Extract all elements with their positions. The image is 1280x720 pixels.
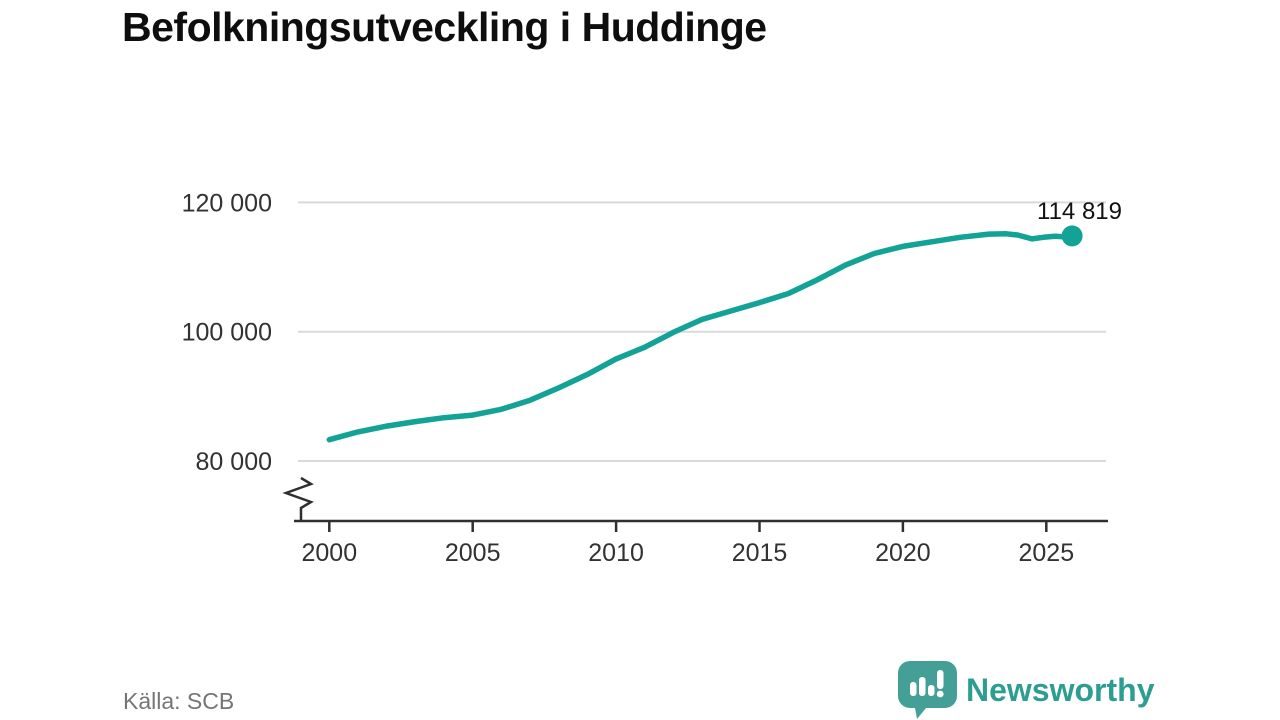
y-tick-label: 80 000 [196,448,272,476]
y-tick-label: 120 000 [182,189,272,217]
x-tick-label: 2010 [588,539,644,567]
latest-point-dot [1061,225,1083,247]
chart-title: Befolkningsutveckling i Huddinge [122,4,767,50]
speech-bubble-bar-chart-icon [898,661,957,719]
x-tick-label: 2000 [301,539,357,567]
x-tick-label: 2015 [732,539,788,567]
x-tick-label: 2005 [445,539,501,567]
x-tick-label: 2025 [1018,539,1074,567]
brand-name: Newsworthy [966,671,1155,708]
brand-logo: Newsworthy [896,660,1154,720]
population-line [326,231,1075,443]
x-tick-label: 2020 [875,539,931,567]
source-caption: Källa: SCB [123,688,235,714]
y-tick-label: 100 000 [182,319,272,347]
x-axis: 2000 2005 2010 2015 2020 2025 [282,476,1108,567]
y-axis-labels: 80 000 100 000 120 000 [182,189,272,476]
series-line [326,225,1083,443]
latest-value-label: 114 819 [1037,198,1122,225]
gridlines [298,201,1106,462]
axis-break-icon [282,476,314,520]
